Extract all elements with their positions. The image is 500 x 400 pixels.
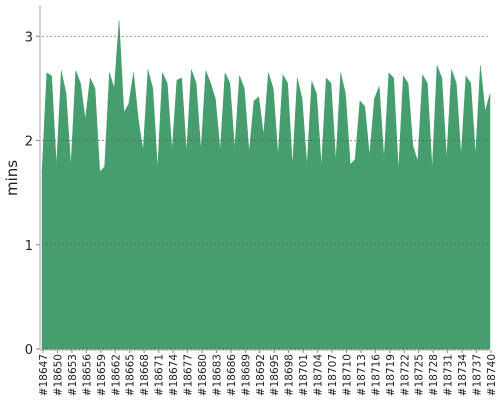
y-tick-label: 1 <box>25 239 33 254</box>
x-tick-label: #18659 <box>96 354 108 396</box>
x-tick-label: #18686 <box>226 354 238 397</box>
x-tick-label: #18656 <box>81 354 93 397</box>
x-tick-label: #18692 <box>255 354 267 396</box>
y-tick-label: 0 <box>25 343 33 358</box>
x-tick-label: #18650 <box>52 354 64 396</box>
x-tick-label: #18671 <box>154 354 166 396</box>
x-tick-label: #18719 <box>385 354 397 396</box>
x-tick-label: #18665 <box>125 354 137 396</box>
x-tick-label: #18707 <box>327 354 339 396</box>
y-tick-label: 2 <box>25 135 33 150</box>
x-tick-label: #18695 <box>269 354 281 396</box>
x-tick-label: #18716 <box>370 354 382 397</box>
x-tick-label: #18677 <box>183 354 195 396</box>
x-tick-label: #18734 <box>457 354 469 397</box>
x-tick-label: #18731 <box>443 354 455 396</box>
y-tick-label: 3 <box>25 30 33 45</box>
x-tick-label: #18725 <box>414 354 426 396</box>
y-axis-label: mins <box>3 160 21 196</box>
x-tick-label: #18722 <box>399 354 411 396</box>
x-tick-label: #18701 <box>298 354 310 396</box>
x-tick-label: #18710 <box>341 354 353 396</box>
x-tick-label: #18713 <box>356 354 368 396</box>
x-tick-label: #18662 <box>110 354 122 396</box>
area <box>41 20 491 350</box>
x-tick-label: #18698 <box>284 354 296 396</box>
x-tick-label: #18689 <box>240 354 252 396</box>
x-tick-label: #18704 <box>313 354 325 397</box>
x-tick-label: #18737 <box>472 354 484 396</box>
x-tick-label: #18740 <box>486 354 498 396</box>
x-tick-label: #18668 <box>139 354 151 396</box>
x-tick-label: #18647 <box>38 354 50 396</box>
x-tick-label: #18653 <box>67 354 79 396</box>
x-tick-label: #18728 <box>428 354 440 396</box>
x-tick-label: #18683 <box>211 354 223 396</box>
x-tick-label: #18680 <box>197 354 209 396</box>
x-tick-label: #18674 <box>168 354 180 397</box>
